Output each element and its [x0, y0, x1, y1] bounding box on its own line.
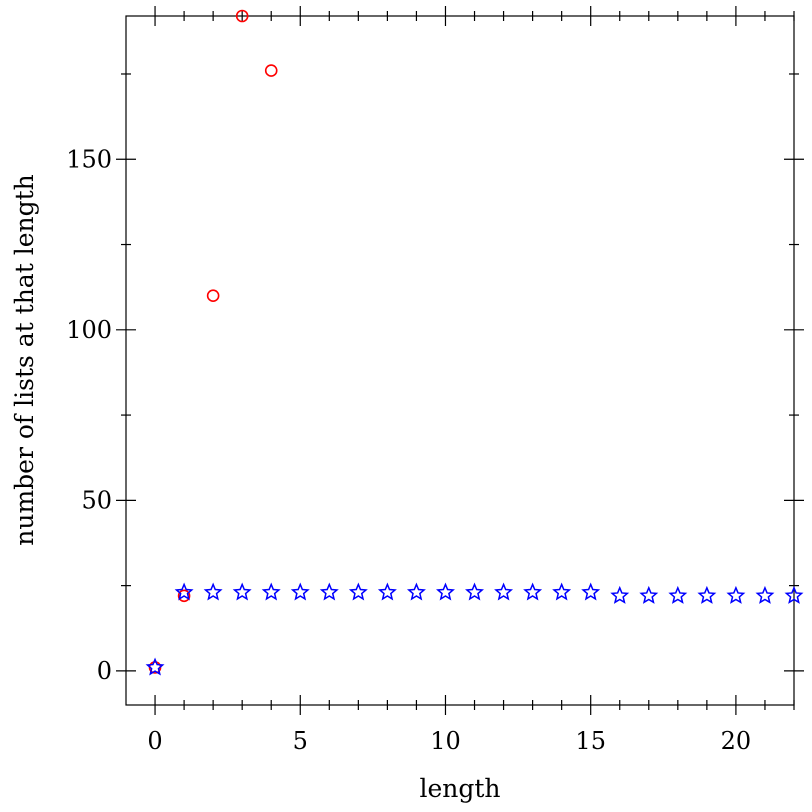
data-point-star — [581, 582, 601, 601]
x-axis-title: length — [419, 774, 500, 803]
data-point-star — [348, 582, 368, 601]
data-point-star — [668, 585, 688, 604]
data-point-star — [465, 582, 484, 601]
data-point-star — [610, 585, 630, 604]
data-point-star — [523, 582, 543, 601]
x-tick-label: 0 — [147, 727, 162, 755]
data-point-star — [755, 585, 775, 604]
x-tick-label: 20 — [721, 727, 752, 755]
data-point-star — [174, 582, 194, 601]
x-tick-label: 5 — [293, 727, 308, 755]
plot-frame — [125, 15, 795, 706]
data-point-star — [232, 582, 252, 601]
data-point-star — [203, 582, 223, 601]
data-point-star — [377, 582, 397, 601]
x-tick-label: 10 — [430, 727, 461, 755]
data-point-star — [290, 582, 310, 601]
data-point-star — [406, 582, 426, 601]
y-tick-label: 50 — [81, 486, 112, 514]
y-tick-label: 0 — [97, 657, 112, 685]
data-point-star — [145, 657, 165, 676]
data-marks — [145, 9, 804, 676]
data-point-circle — [264, 64, 278, 77]
y-tick-label: 150 — [66, 145, 112, 173]
data-point-star — [639, 585, 659, 604]
x-tick-label: 15 — [575, 727, 606, 755]
data-point-star — [697, 585, 717, 604]
data-point-star — [261, 582, 281, 601]
y-tick-label: 100 — [66, 316, 112, 344]
data-point-circle — [177, 589, 191, 603]
data-point-circle — [235, 9, 249, 23]
data-point-star — [494, 582, 514, 601]
data-point-star — [726, 585, 746, 604]
data-point-star — [436, 582, 455, 601]
data-point-star — [552, 582, 572, 601]
data-point-star — [784, 585, 804, 604]
data-point-star — [319, 582, 339, 601]
axes: 0 5 10 15 20 0 50 100 150 — [66, 6, 804, 755]
y-axis-title: number of lists at that length — [10, 174, 39, 545]
data-point-circle — [206, 289, 220, 302]
